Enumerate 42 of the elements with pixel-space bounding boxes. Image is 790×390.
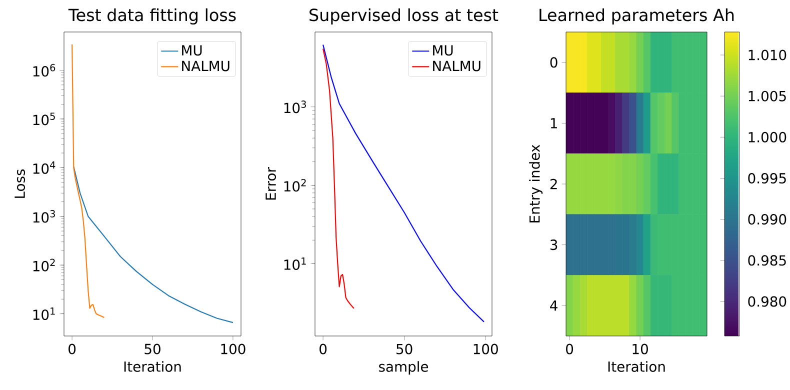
- x-axis-title: Iteration: [124, 361, 181, 372]
- y-tick-label: 10$^{5}$: [33, 112, 55, 126]
- y-tick-label: 3: [550, 240, 558, 250]
- x-tick-label: 50: [144, 344, 160, 354]
- x-tick-label: 0: [68, 344, 76, 354]
- chart-title: Supervised loss at test: [310, 8, 498, 24]
- y-axis-title: Entry index: [529, 144, 543, 222]
- y-tick-label: 10$^{3}$: [33, 210, 55, 223]
- x-tick-label: 100: [221, 344, 246, 354]
- x-axis-title: sample: [378, 361, 428, 375]
- x-tick-label: 10: [632, 344, 648, 354]
- legend-label: MU: [433, 45, 453, 56]
- x-tick-label: 0: [320, 344, 327, 354]
- color-bar-label: 1.005: [748, 90, 786, 102]
- y-tick-label: 0: [550, 57, 558, 68]
- x-tick-label: 100: [474, 344, 498, 354]
- color-bar-label: 0.980: [748, 296, 786, 307]
- color-bar-label: 0.990: [748, 214, 786, 225]
- chart-title: Test data fitting loss: [68, 8, 236, 24]
- chart-title: Learned parameters Ah: [540, 8, 734, 24]
- color-bar-label: 1.010: [748, 50, 786, 60]
- y-tick-label: 10$^{1}$: [284, 258, 306, 270]
- y-tick-label: 10$^{3}$: [284, 100, 306, 114]
- y-tick-label: 10$^{2}$: [33, 258, 55, 272]
- color-bar-label: 1.000: [748, 132, 786, 142]
- y-tick-label: 2: [550, 178, 557, 190]
- y-tick-label: 10$^{4}$: [33, 161, 56, 174]
- y-axis-title: Error: [266, 167, 276, 200]
- y-tick-label: 10$^{2}$: [284, 179, 306, 192]
- x-tick-label: 0: [566, 344, 574, 354]
- x-tick-label: 50: [396, 344, 412, 354]
- legend-label: NALMU: [433, 60, 480, 72]
- y-axis-title: Loss: [14, 169, 26, 198]
- color-bar-label: 0.995: [748, 172, 786, 184]
- x-axis-title: Iteration: [608, 361, 665, 372]
- color-bar-label: 0.985: [748, 255, 786, 266]
- y-tick-label: 10$^{1}$: [33, 308, 55, 320]
- y-tick-label: 10$^{6}$: [33, 64, 56, 77]
- y-tick-label: 1: [550, 118, 557, 128]
- legend-label: NALMU: [182, 60, 230, 72]
- y-tick-label: 4: [550, 300, 558, 311]
- legend-label: MU: [182, 45, 202, 56]
